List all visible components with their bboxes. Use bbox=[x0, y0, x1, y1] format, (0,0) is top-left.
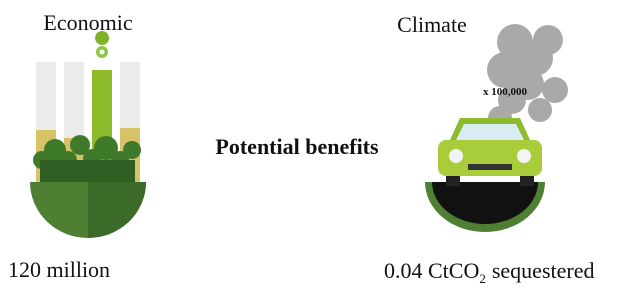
climate-icon bbox=[425, 24, 568, 232]
infographic: Economic Climate x 100,000 Potential ben… bbox=[0, 0, 636, 289]
climate-value: 0.04 CtCO2 sequestered bbox=[384, 258, 594, 286]
page: Economic Climate x 100,000 Potential ben… bbox=[0, 0, 636, 289]
climate-value-prefix: 0.04 CtCO bbox=[384, 258, 479, 283]
economic-value: 120 million bbox=[8, 257, 110, 282]
climate-title: Climate bbox=[397, 12, 467, 37]
climate-value-sub: 2 bbox=[479, 271, 486, 286]
center-title: Potential benefits bbox=[215, 134, 379, 159]
economic-title: Economic bbox=[43, 10, 132, 35]
economic-icon bbox=[30, 31, 146, 238]
emission-badge: x 100,000 bbox=[483, 86, 528, 98]
climate-value-suffix: sequestered bbox=[492, 258, 595, 283]
